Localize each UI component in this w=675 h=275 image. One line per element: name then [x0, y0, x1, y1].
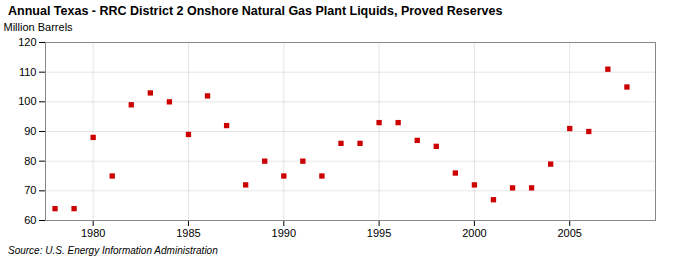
- html-text:Annual Texas - RRC District 2: Annual Texas - RRC District 2 Onshore Na…: [8, 4, 503, 18]
- svg-text:1990: 1990: [272, 227, 296, 239]
- svg-text:1985: 1985: [176, 227, 200, 239]
- svg-text:100: 100: [18, 95, 36, 107]
- svg-text:Million Barrels: Million Barrels: [4, 21, 74, 33]
- svg-text:2000: 2000: [462, 227, 486, 239]
- svg-text:1980: 1980: [81, 227, 105, 239]
- svg-text:90: 90: [24, 125, 36, 137]
- svg-text:110: 110: [19, 66, 37, 78]
- svg-text:60: 60: [24, 214, 36, 226]
- svg-text:70: 70: [24, 184, 36, 196]
- svg-text:1995: 1995: [367, 227, 391, 239]
- svg-text:80: 80: [24, 155, 36, 167]
- svg-text:2005: 2005: [557, 227, 581, 239]
- svg-text:120: 120: [18, 36, 36, 48]
- html-text:Source: U.S. Energy Informatio: Source: U.S. Energy Information Administ…: [8, 245, 218, 256]
